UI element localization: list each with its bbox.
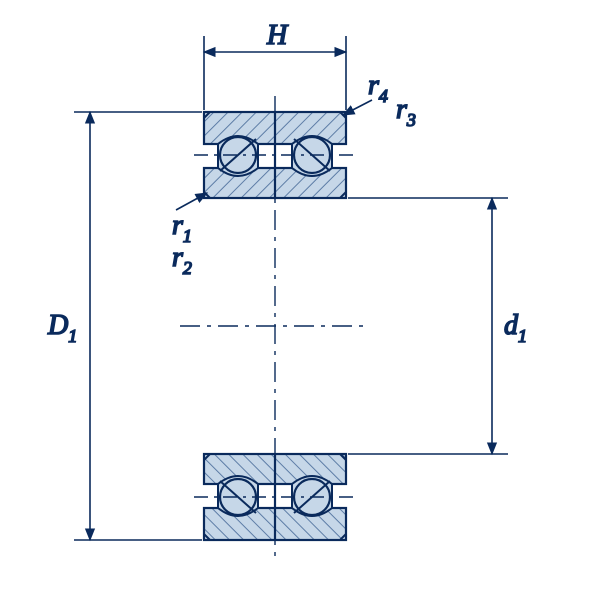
bearing-cross-section-diagram: H D1 d1 r1 r2 r4 xyxy=(0,0,600,600)
label-d1: d1 xyxy=(504,310,527,346)
centerlines xyxy=(180,96,370,556)
label-r2: r2 xyxy=(172,242,192,278)
label-D1: D1 xyxy=(47,310,77,346)
dimension-d1: d1 xyxy=(348,198,527,454)
label-r1: r1 xyxy=(172,210,192,246)
leader-r3: r3 xyxy=(396,94,416,130)
dimension-D1: D1 xyxy=(47,112,202,540)
label-H: H xyxy=(266,20,289,51)
label-r4: r4 xyxy=(368,70,388,106)
label-r3: r3 xyxy=(396,94,416,130)
leader-r4: r4 xyxy=(343,70,388,115)
leader-r2: r2 xyxy=(172,242,192,278)
leader-r1: r1 xyxy=(172,193,207,246)
